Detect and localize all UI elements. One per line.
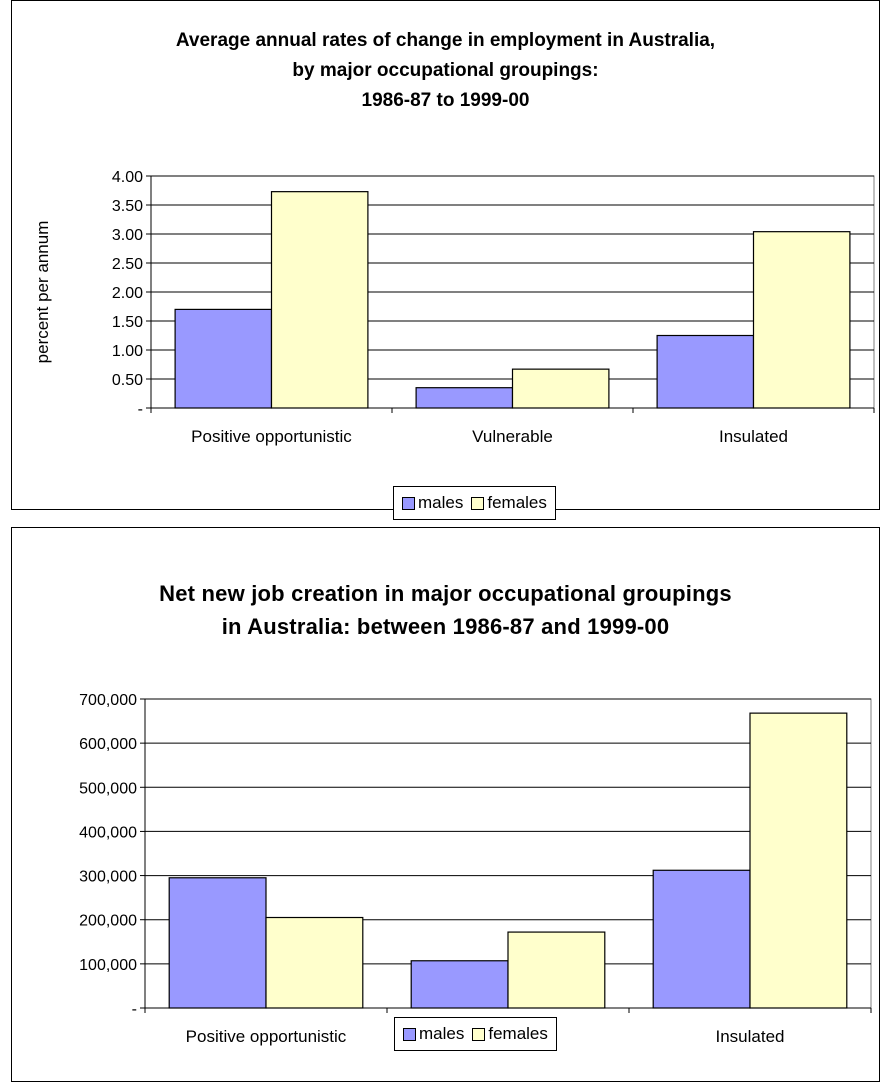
legend-swatch-males <box>403 1027 416 1041</box>
y-tick-label: 1.00 <box>112 343 143 360</box>
legend-label-females: females <box>487 493 547 512</box>
x-category-label: Insulated <box>716 1027 785 1046</box>
bar-females-1 <box>507 931 606 1009</box>
y-tick-label: 700,000 <box>79 692 137 709</box>
y-tick-label: 500,000 <box>79 780 137 797</box>
chart-title-line: Average annual rates of change in employ… <box>175 30 716 51</box>
bar-males-2 <box>652 869 751 1009</box>
y-tick-label: 4.00 <box>112 169 143 186</box>
legend-item-females: females <box>471 493 547 513</box>
legend-label-females: females <box>488 1024 548 1043</box>
y-tick-label: 2.00 <box>112 285 143 302</box>
legend-swatch-females <box>472 1027 486 1041</box>
bar-males-0 <box>174 308 273 409</box>
chart-title-line: Net new job creation in major occupation… <box>159 581 732 606</box>
chart-legend: males females <box>394 1017 557 1051</box>
x-category-label: Insulated <box>719 427 788 446</box>
chart-title-line: by major occupational groupings: <box>292 60 599 81</box>
x-category-label: Positive opportunistic <box>186 1027 347 1046</box>
bar-females-1 <box>511 368 610 409</box>
bar-females-2 <box>749 712 848 1009</box>
y-tick-label: 3.00 <box>112 227 143 244</box>
chart-title-line: 1986-87 to 1999-00 <box>361 90 530 111</box>
chart-title: Average annual rates of change in employ… <box>12 26 879 116</box>
y-tick-label: - <box>132 1001 137 1018</box>
y-tick-label: 300,000 <box>79 869 137 886</box>
chart-legend: males females <box>393 486 556 520</box>
legend-label-males: males <box>419 1024 465 1043</box>
y-tick-label: 0.50 <box>112 372 143 389</box>
y-tick-label: 200,000 <box>79 913 137 930</box>
y-tick-label: 400,000 <box>79 824 137 841</box>
y-tick-label: 600,000 <box>79 736 137 753</box>
x-category-label: Positive opportunistic <box>191 427 352 446</box>
legend-label-males: males <box>418 493 464 512</box>
legend-swatch-females <box>471 496 485 510</box>
chart-title-line: in Australia: between 1986-87 and 1999-0… <box>221 614 670 639</box>
legend-item-females: females <box>472 1024 548 1044</box>
legend-item-males: males <box>402 493 463 513</box>
bar-males-2 <box>656 334 755 409</box>
bar-females-0 <box>270 191 369 409</box>
bar-females-0 <box>265 916 364 1009</box>
x-category-label: Vulnerable <box>472 427 553 446</box>
y-tick-label: 100,000 <box>79 957 137 974</box>
bar-males-0 <box>168 877 267 1009</box>
y-tick-label: 3.50 <box>112 198 143 215</box>
y-tick-label: 2.50 <box>112 256 143 273</box>
legend-item-males: males <box>403 1024 464 1044</box>
y-axis-label: percent per annum <box>33 221 52 364</box>
bar-males-1 <box>410 960 509 1009</box>
legend-swatch-males <box>402 496 415 510</box>
y-tick-label: - <box>138 401 143 418</box>
chart-title: Net new job creation in major occupation… <box>12 577 879 643</box>
y-tick-label: 1.50 <box>112 314 143 331</box>
